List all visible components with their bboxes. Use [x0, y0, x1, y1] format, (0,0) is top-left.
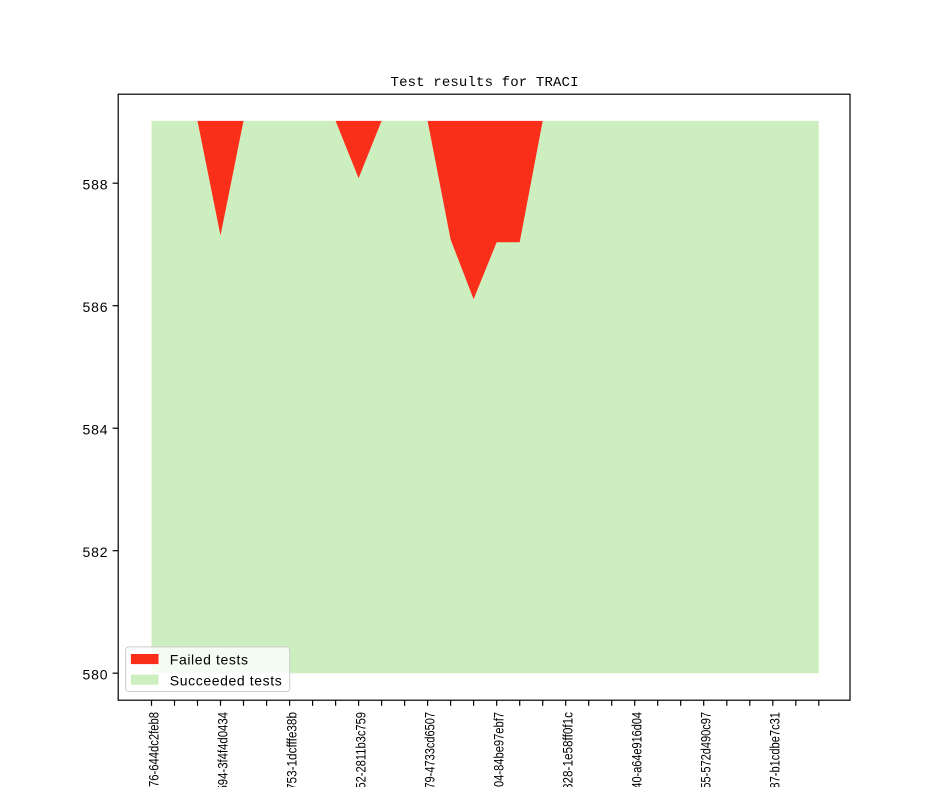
- svg-text:Failed tests: Failed tests: [170, 652, 249, 668]
- svg-text:584: 584: [83, 422, 109, 438]
- svg-text:582: 582: [83, 544, 109, 560]
- svg-text:76-644dc2feb8: 76-644dc2feb8: [145, 712, 161, 787]
- svg-text:87-b1cdbe7c31: 87-b1cdbe7c31: [767, 712, 783, 787]
- svg-text:55-572d490c97: 55-572d490c97: [698, 712, 714, 787]
- svg-text:580: 580: [83, 667, 109, 683]
- svg-text:588: 588: [83, 177, 109, 193]
- svg-text:Test results for TRACI: Test results for TRACI: [391, 75, 579, 91]
- svg-text:Succeeded tests: Succeeded tests: [170, 672, 283, 688]
- svg-text:79-4733cd6507: 79-4733cd6507: [422, 712, 438, 787]
- svg-text:828-1e58ff0f1c: 828-1e58ff0f1c: [560, 712, 576, 787]
- svg-text:594-3f4f4d0434: 594-3f4f4d0434: [214, 712, 230, 787]
- svg-text:586: 586: [83, 299, 109, 315]
- svg-text:04-84be97ebf7: 04-84be97ebf7: [491, 712, 507, 787]
- svg-text:52-2811b3c759: 52-2811b3c759: [353, 712, 369, 787]
- svg-text:40-a64e916d04: 40-a64e916d04: [629, 712, 645, 787]
- svg-text:753-1dcfffe38b: 753-1dcfffe38b: [284, 712, 300, 787]
